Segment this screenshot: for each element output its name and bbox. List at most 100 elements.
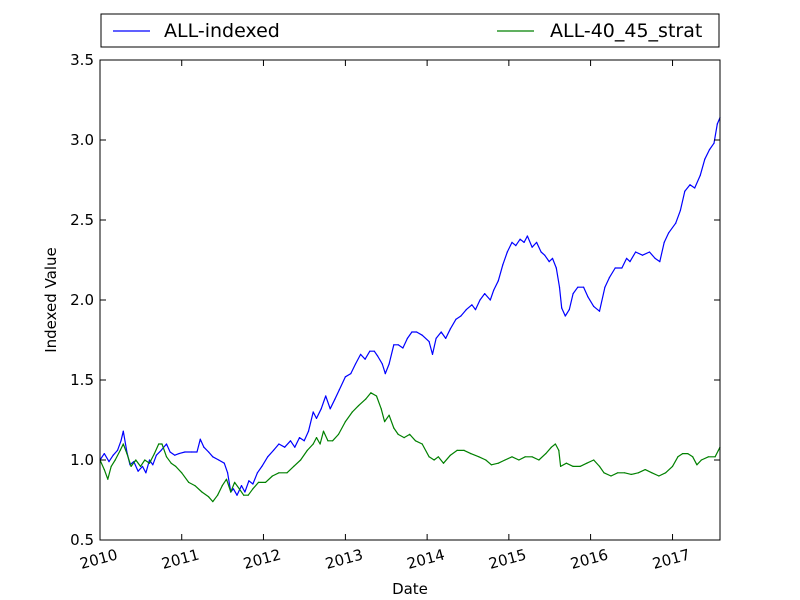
- data-point-all-40-45-strat: [593, 459, 595, 461]
- data-point-all-indexed: [278, 443, 280, 445]
- data-point-all-indexed: [256, 472, 258, 474]
- data-point-all-40-45-strat: [442, 462, 445, 464]
- data-point-all-indexed: [428, 341, 430, 343]
- data-point-all-40-45-strat: [337, 433, 340, 435]
- data-point-all-indexed: [716, 123, 718, 125]
- data-point-all-indexed: [515, 245, 517, 247]
- data-point-all-40-45-strat: [572, 465, 574, 467]
- y-tick-label: 0.5: [70, 531, 94, 549]
- data-point-all-40-45-strat: [300, 459, 302, 461]
- data-point-all-indexed: [227, 472, 229, 474]
- data-point-all-40-45-strat: [558, 449, 560, 451]
- series-line-all-indexed: [99, 117, 721, 496]
- legend: ALL-indexed ALL-40_45_strat: [100, 13, 720, 48]
- data-point-all-indexed: [493, 289, 495, 291]
- data-point-all-40-45-strat: [194, 485, 196, 487]
- data-point-all-indexed: [577, 286, 579, 288]
- data-point-all-indexed: [689, 184, 691, 186]
- data-point-all-40-45-strat: [165, 456, 168, 458]
- data-point-all-indexed: [218, 459, 220, 461]
- data-point-all-40-45-strat: [225, 478, 228, 480]
- data-point-all-indexed: [598, 310, 601, 312]
- data-point-all-40-45-strat: [135, 459, 137, 461]
- data-point-all-indexed: [248, 480, 250, 482]
- data-point-all-40-45-strat: [617, 472, 619, 474]
- data-point-all-indexed: [152, 464, 154, 466]
- data-point-all-40-45-strat: [252, 488, 254, 490]
- data-point-all-40-45-strat: [208, 496, 210, 498]
- data-point-all-indexed: [148, 459, 151, 461]
- data-point-all-40-45-strat: [550, 446, 553, 448]
- data-point-all-indexed: [315, 417, 318, 419]
- data-point-all-indexed: [555, 267, 557, 269]
- x-axis-title: Date: [392, 580, 428, 598]
- data-point-all-indexed: [325, 395, 327, 397]
- data-point-all-indexed: [431, 353, 434, 355]
- data-point-all-40-45-strat: [603, 472, 605, 474]
- data-point-all-40-45-strat: [449, 454, 451, 456]
- data-point-all-40-45-strat: [158, 443, 160, 445]
- data-point-all-indexed: [289, 440, 292, 442]
- y-tick-label: 2.0: [70, 291, 94, 309]
- data-point-all-40-45-strat: [351, 411, 353, 413]
- data-point-all-40-45-strat: [344, 421, 346, 423]
- data-point-all-40-45-strat: [687, 453, 689, 455]
- data-point-all-indexed: [272, 449, 275, 451]
- data-point-all-indexed: [320, 408, 322, 410]
- data-point-all-indexed: [421, 334, 423, 336]
- data-point-all-40-45-strat: [153, 453, 155, 455]
- data-point-all-indexed: [244, 491, 246, 493]
- data-point-all-indexed: [329, 408, 331, 410]
- data-point-all-40-45-strat: [327, 440, 329, 442]
- series-all-40-45-strat: [99, 392, 721, 503]
- data-point-all-indexed: [497, 280, 499, 282]
- data-point-all-40-45-strat: [671, 465, 674, 467]
- data-point-all-indexed: [122, 430, 124, 432]
- data-point-all-40-45-strat: [524, 456, 526, 458]
- data-point-all-40-45-strat: [170, 462, 172, 464]
- data-point-all-40-45-strat: [271, 475, 273, 477]
- data-point-all-40-45-strat: [700, 459, 703, 461]
- data-point-all-indexed: [519, 238, 521, 240]
- data-point-all-40-45-strat: [201, 491, 203, 493]
- data-point-all-40-45-strat: [322, 430, 325, 432]
- data-point-all-indexed: [572, 293, 574, 295]
- data-point-all-indexed: [294, 446, 296, 448]
- data-point-all-40-45-strat: [478, 456, 480, 458]
- data-point-all-indexed: [174, 454, 176, 456]
- series-layer: [99, 117, 721, 503]
- data-point-all-indexed: [654, 257, 656, 259]
- data-point-all-40-45-strat: [315, 437, 318, 439]
- data-point-all-indexed: [568, 309, 570, 311]
- data-point-all-indexed: [298, 437, 301, 439]
- data-point-all-40-45-strat: [560, 465, 562, 467]
- data-point-all-indexed: [369, 350, 371, 352]
- data-point-all-indexed: [261, 465, 263, 467]
- legend-label-all-indexed: ALL-indexed: [164, 20, 280, 42]
- y-tick-label: 3.5: [70, 51, 94, 69]
- y-tick-label: 2.5: [70, 211, 94, 229]
- data-point-all-40-45-strat: [421, 443, 423, 445]
- data-point-all-indexed: [548, 261, 550, 263]
- data-point-all-40-45-strat: [312, 443, 314, 445]
- data-point-all-indexed: [364, 358, 366, 360]
- data-point-all-40-45-strat: [397, 433, 399, 435]
- data-point-all-40-45-strat: [293, 465, 295, 467]
- data-point-all-indexed: [583, 286, 585, 288]
- data-point-all-indexed: [199, 438, 201, 440]
- data-point-all-indexed: [212, 456, 214, 458]
- y-axis-title: Indexed Value: [42, 247, 60, 353]
- data-point-all-40-45-strat: [212, 501, 214, 503]
- data-point-all-40-45-strat: [119, 449, 121, 451]
- data-point-all-indexed: [384, 373, 386, 375]
- data-point-all-indexed: [303, 440, 305, 442]
- data-point-all-indexed: [203, 446, 205, 448]
- data-point-all-indexed: [312, 411, 314, 413]
- data-point-all-indexed: [531, 246, 533, 248]
- data-point-all-indexed: [196, 451, 198, 453]
- data-point-all-indexed: [416, 331, 418, 333]
- data-point-all-40-45-strat: [380, 408, 382, 410]
- data-point-all-indexed: [103, 453, 105, 455]
- data-point-all-indexed: [544, 254, 546, 256]
- data-point-all-40-45-strat: [384, 421, 386, 423]
